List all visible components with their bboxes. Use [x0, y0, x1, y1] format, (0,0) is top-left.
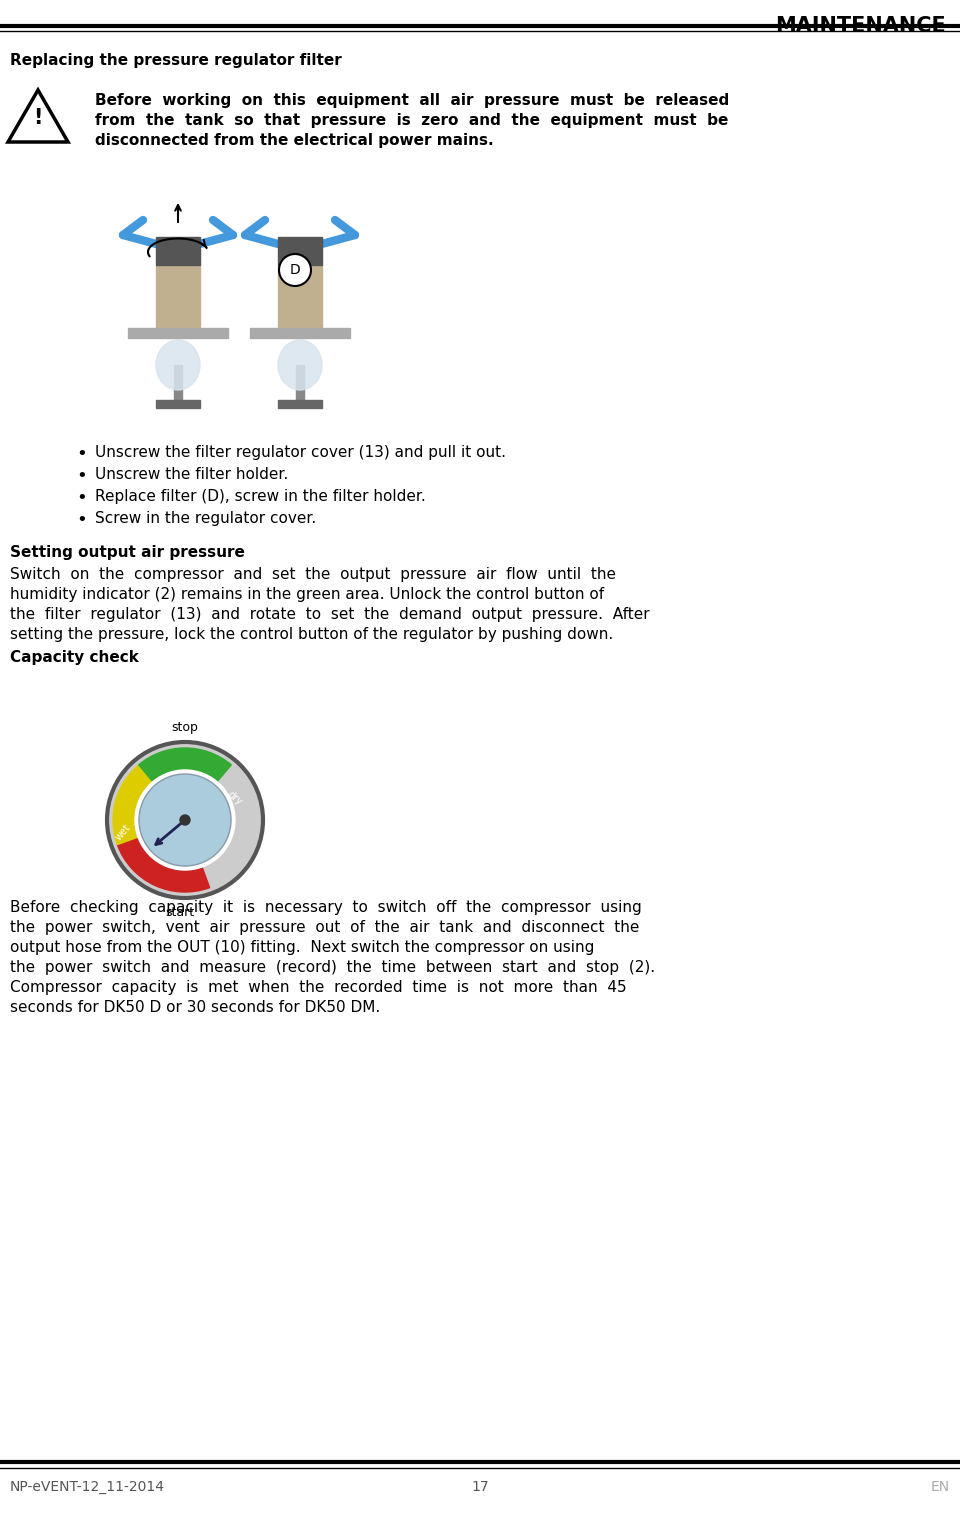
Text: !: ! [34, 108, 42, 128]
Bar [156, 400, 200, 408]
Text: D: D [290, 263, 300, 277]
Circle shape [107, 743, 263, 898]
Bar [250, 329, 350, 338]
Wedge shape [113, 766, 185, 845]
Text: stop: stop [172, 721, 199, 734]
Bar [296, 365, 304, 405]
Text: Capacity check: Capacity check [10, 650, 139, 665]
Text: EN: EN [931, 1479, 950, 1495]
Text: Replace filter (D), screw in the filter holder.: Replace filter (D), screw in the filter … [95, 489, 425, 504]
Bar [278, 400, 322, 408]
Text: Before  working  on  this  equipment  all  air  pressure  must  be  released: Before working on this equipment all air… [95, 93, 730, 108]
Bar [278, 265, 322, 330]
Text: 17: 17 [471, 1479, 489, 1495]
Text: seconds for DK50 D or 30 seconds for DK50 DM.: seconds for DK50 D or 30 seconds for DK5… [10, 1000, 380, 1015]
Text: setting the pressure, lock the control button of the regulator by pushing down.: setting the pressure, lock the control b… [10, 627, 613, 642]
Text: the  filter  regulator  (13)  and  rotate  to  set  the  demand  output  pressur: the filter regulator (13) and rotate to … [10, 607, 650, 622]
Text: from  the  tank  so  that  pressure  is  zero  and  the  equipment  must  be: from the tank so that pressure is zero a… [95, 113, 729, 128]
Bar [156, 237, 200, 265]
Text: •: • [77, 444, 87, 463]
Text: •: • [77, 511, 87, 530]
Text: Compressor  capacity  is  met  when  the  recorded  time  is  not  more  than  4: Compressor capacity is met when the reco… [10, 980, 627, 995]
Wedge shape [117, 820, 209, 892]
Wedge shape [138, 747, 231, 820]
Text: disconnected from the electrical power mains.: disconnected from the electrical power m… [95, 132, 493, 148]
Circle shape [135, 770, 235, 871]
Text: •: • [77, 489, 87, 507]
Text: Unscrew the filter regulator cover (13) and pull it out.: Unscrew the filter regulator cover (13) … [95, 444, 506, 460]
Bar [174, 365, 182, 405]
Bar [128, 329, 228, 338]
Text: wet: wet [113, 822, 132, 842]
Text: Screw in the regulator cover.: Screw in the regulator cover. [95, 511, 316, 527]
Text: output hose from the OUT (10) fitting.  Next switch the compressor on using: output hose from the OUT (10) fitting. N… [10, 941, 594, 954]
Text: Switch  on  the  compressor  and  set  the  output  pressure  air  flow  until  : Switch on the compressor and set the out… [10, 568, 616, 581]
Circle shape [139, 775, 231, 866]
Text: humidity indicator (2) remains in the green area. Unlock the control button of: humidity indicator (2) remains in the gr… [10, 587, 604, 603]
Text: •: • [77, 467, 87, 486]
Text: the  power  switch,  vent  air  pressure  out  of  the  air  tank  and  disconne: the power switch, vent air pressure out … [10, 919, 639, 935]
Text: Before  checking  capacity  it  is  necessary  to  switch  off  the  compressor : Before checking capacity it is necessary… [10, 900, 641, 915]
Text: Replacing the pressure regulator filter: Replacing the pressure regulator filter [10, 53, 342, 68]
Text: start: start [165, 906, 195, 919]
Circle shape [180, 814, 190, 825]
Text: the  power  switch  and  measure  (record)  the  time  between  start  and  stop: the power switch and measure (record) th… [10, 960, 655, 976]
Text: NP-eVENT-12_11-2014: NP-eVENT-12_11-2014 [10, 1479, 165, 1495]
Text: dry: dry [226, 788, 244, 807]
Ellipse shape [278, 339, 322, 390]
Ellipse shape [156, 339, 200, 390]
Bar [278, 237, 322, 265]
Bar [156, 265, 200, 330]
Circle shape [279, 254, 311, 286]
Text: Unscrew the filter holder.: Unscrew the filter holder. [95, 467, 288, 482]
Text: Setting output air pressure: Setting output air pressure [10, 545, 245, 560]
Text: MAINTENANCE: MAINTENANCE [776, 17, 946, 37]
